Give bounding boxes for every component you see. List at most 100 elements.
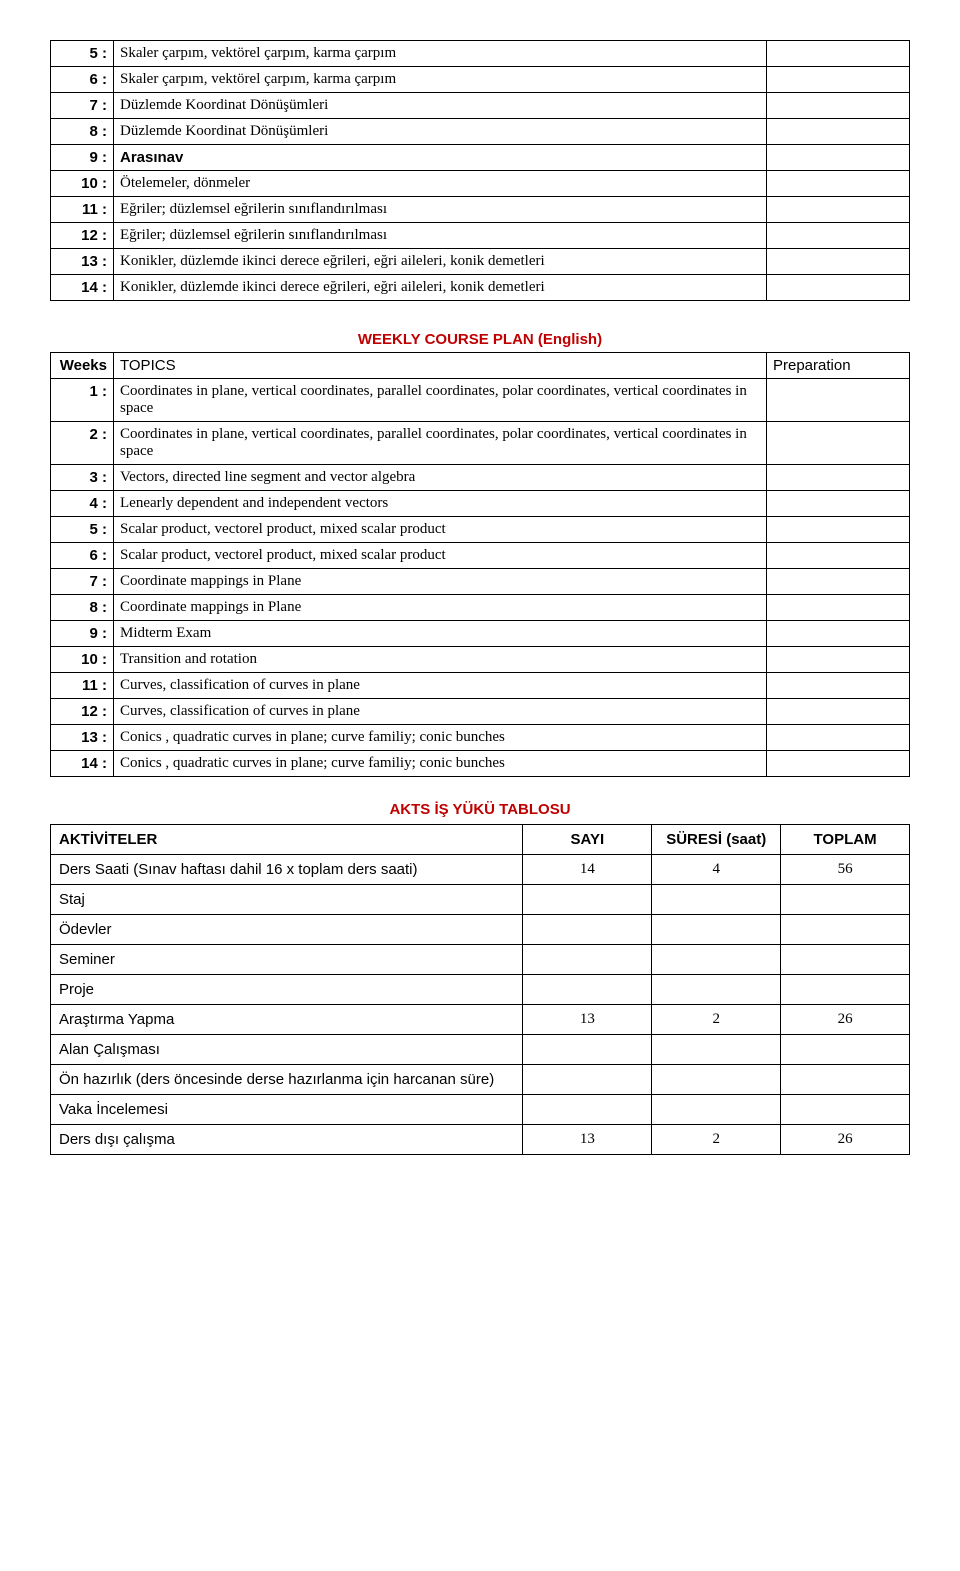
prep-cell (767, 465, 910, 491)
week-number: 5 : (51, 517, 114, 543)
topic-cell: Arasınav (114, 145, 767, 171)
topic-cell: Coordinates in plane, vertical coordinat… (114, 422, 767, 465)
topic-cell: Coordinate mappings in Plane (114, 569, 767, 595)
topic-cell: Lenearly dependent and independent vecto… (114, 491, 767, 517)
table-row: 10 :Ötelemeler, dönmeler (51, 171, 910, 197)
topic-cell: Skaler çarpım, vektörel çarpım, karma ça… (114, 41, 767, 67)
week-number: 3 : (51, 465, 114, 491)
activity-cell: Ön hazırlık (ders öncesinde derse hazırl… (51, 1065, 523, 1095)
table-row: Proje (51, 975, 910, 1005)
duration-cell (652, 885, 781, 915)
prep-cell (767, 119, 910, 145)
week-number: 2 : (51, 422, 114, 465)
table-row: 5 :Scalar product, vectorel product, mix… (51, 517, 910, 543)
weekly-plan-en-table: WEEKLY COURSE PLAN (English) Weeks TOPIC… (50, 319, 910, 777)
topic-cell: Transition and rotation (114, 647, 767, 673)
topic-cell: Konikler, düzlemde ikinci derece eğriler… (114, 275, 767, 301)
prep-cell (767, 249, 910, 275)
week-number: 10 : (51, 171, 114, 197)
prep-cell (767, 595, 910, 621)
week-number: 7 : (51, 93, 114, 119)
topic-cell: Conics , quadratic curves in plane; curv… (114, 751, 767, 777)
weekly-plan-en-caption: WEEKLY COURSE PLAN (English) (51, 319, 910, 353)
topic-cell: Scalar product, vectorel product, mixed … (114, 543, 767, 569)
activity-cell: Staj (51, 885, 523, 915)
count-cell (523, 975, 652, 1005)
topic-cell: Ötelemeler, dönmeler (114, 171, 767, 197)
table-row: 14 :Conics , quadratic curves in plane; … (51, 751, 910, 777)
topic-cell: Düzlemde Koordinat Dönüşümleri (114, 119, 767, 145)
topic-cell: Curves, classification of curves in plan… (114, 673, 767, 699)
akts-total-header: TOPLAM (781, 825, 910, 855)
week-number: 7 : (51, 569, 114, 595)
prep-cell (767, 543, 910, 569)
prep-cell (767, 725, 910, 751)
topic-cell: Midterm Exam (114, 621, 767, 647)
activity-cell: Ders Saati (Sınav haftası dahil 16 x top… (51, 855, 523, 885)
prep-cell (767, 491, 910, 517)
prep-header: Preparation (767, 353, 910, 379)
topic-cell: Eğriler; düzlemsel eğrilerin sınıflandır… (114, 223, 767, 249)
table-row: Ders Saati (Sınav haftası dahil 16 x top… (51, 855, 910, 885)
week-number: 8 : (51, 595, 114, 621)
duration-cell (652, 915, 781, 945)
topic-cell: Vectors, directed line segment and vecto… (114, 465, 767, 491)
total-cell: 26 (781, 1005, 910, 1035)
akts-dur-header: SÜRESİ (saat) (652, 825, 781, 855)
table-row: 2 :Coordinates in plane, vertical coordi… (51, 422, 910, 465)
week-number: 1 : (51, 379, 114, 422)
count-cell: 13 (523, 1125, 652, 1155)
duration-cell (652, 975, 781, 1005)
count-cell: 13 (523, 1005, 652, 1035)
table-row: Ödevler (51, 915, 910, 945)
table-row: 12 :Curves, classification of curves in … (51, 699, 910, 725)
topic-cell: Skaler çarpım, vektörel çarpım, karma ça… (114, 67, 767, 93)
count-cell (523, 1095, 652, 1125)
topic-cell: Düzlemde Koordinat Dönüşümleri (114, 93, 767, 119)
table-row: 8 :Coordinate mappings in Plane (51, 595, 910, 621)
total-cell (781, 1035, 910, 1065)
table-row: 11 :Eğriler; düzlemsel eğrilerin sınıfla… (51, 197, 910, 223)
prep-cell (767, 751, 910, 777)
table-row: 10 :Transition and rotation (51, 647, 910, 673)
activity-cell: Alan Çalışması (51, 1035, 523, 1065)
table-row: 4 :Lenearly dependent and independent ve… (51, 491, 910, 517)
prep-cell (767, 379, 910, 422)
prep-cell (767, 699, 910, 725)
week-number: 4 : (51, 491, 114, 517)
table-row: 9 :Midterm Exam (51, 621, 910, 647)
week-number: 13 : (51, 249, 114, 275)
duration-cell: 4 (652, 855, 781, 885)
week-number: 9 : (51, 621, 114, 647)
week-number: 11 : (51, 197, 114, 223)
table-row: 7 :Düzlemde Koordinat Dönüşümleri (51, 93, 910, 119)
topics-header: TOPICS (114, 353, 767, 379)
table-row: Araştırma Yapma13226 (51, 1005, 910, 1035)
table-row: 8 :Düzlemde Koordinat Dönüşümleri (51, 119, 910, 145)
total-cell (781, 975, 910, 1005)
count-cell (523, 945, 652, 975)
table-row: 13 :Konikler, düzlemde ikinci derece eğr… (51, 249, 910, 275)
topic-cell: Curves, classification of curves in plan… (114, 699, 767, 725)
total-cell: 26 (781, 1125, 910, 1155)
weeks-header: Weeks (51, 353, 114, 379)
total-cell (781, 945, 910, 975)
topic-cell: Coordinates in plane, vertical coordinat… (114, 379, 767, 422)
week-number: 12 : (51, 223, 114, 249)
week-number: 13 : (51, 725, 114, 751)
prep-cell (767, 223, 910, 249)
table-row: Vaka İncelemesi (51, 1095, 910, 1125)
prep-cell (767, 422, 910, 465)
activity-cell: Vaka İncelemesi (51, 1095, 523, 1125)
week-number: 9 : (51, 145, 114, 171)
akts-table: AKTS İŞ YÜKÜ TABLOSU AKTİVİTELER SAYI SÜ… (50, 795, 910, 1155)
topic-cell: Konikler, düzlemde ikinci derece eğriler… (114, 249, 767, 275)
week-number: 5 : (51, 41, 114, 67)
table-row: 11 :Curves, classification of curves in … (51, 673, 910, 699)
prep-cell (767, 275, 910, 301)
table-row: Ön hazırlık (ders öncesinde derse hazırl… (51, 1065, 910, 1095)
total-cell (781, 915, 910, 945)
akts-count-header: SAYI (523, 825, 652, 855)
duration-cell: 2 (652, 1125, 781, 1155)
week-number: 10 : (51, 647, 114, 673)
